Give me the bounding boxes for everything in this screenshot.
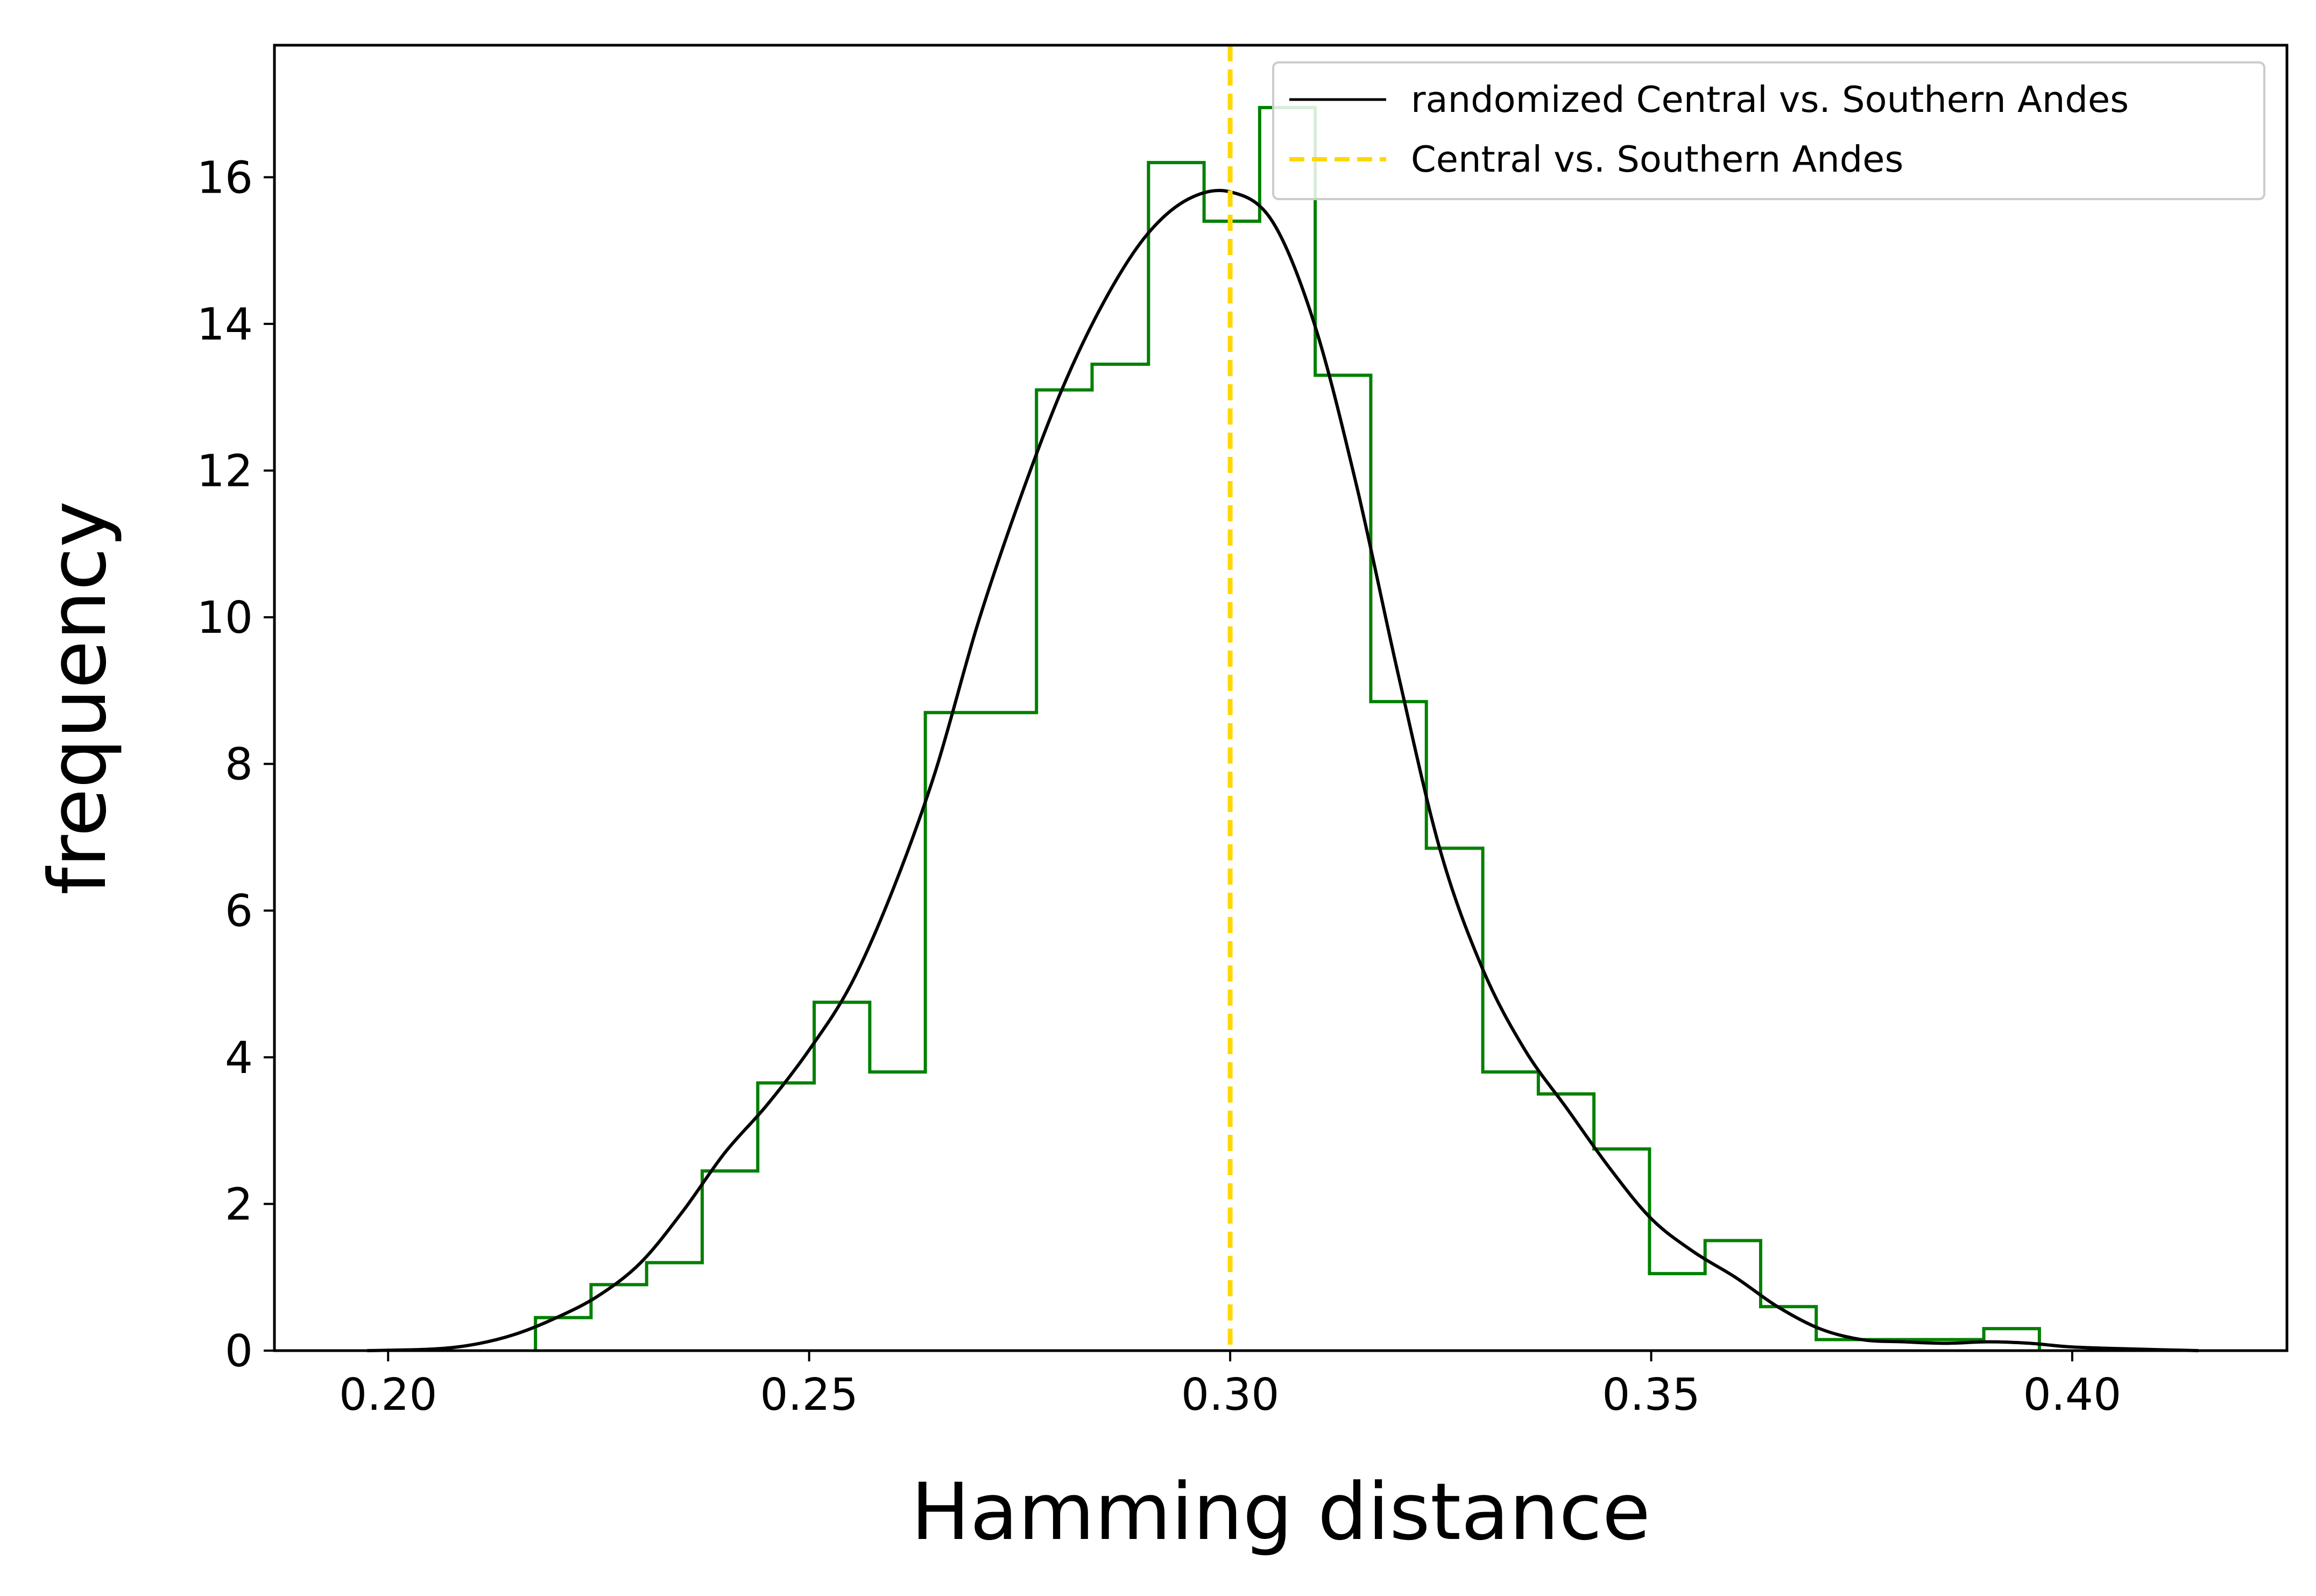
y-tick-label: 14 bbox=[197, 299, 253, 350]
x-tick-label: 0.35 bbox=[1602, 1369, 1700, 1421]
x-axis-ticks: 0.20 0.25 0.30 0.35 0.40 bbox=[339, 1351, 2121, 1421]
kde-layer bbox=[367, 188, 2199, 1352]
x-axis-label: Hamming distance bbox=[911, 1466, 1651, 1558]
y-tick-label: 8 bbox=[225, 739, 253, 790]
y-tick-label: 2 bbox=[225, 1179, 253, 1230]
legend-reference-label: Central vs. Southern Andes bbox=[1411, 138, 1903, 180]
y-tick-label: 10 bbox=[197, 592, 253, 644]
x-tick-label: 0.20 bbox=[339, 1369, 437, 1421]
histogram-layer bbox=[534, 105, 2041, 1351]
x-tick-label: 0.30 bbox=[1181, 1369, 1280, 1421]
kde-curve bbox=[367, 188, 2199, 1352]
y-tick-label: 16 bbox=[197, 152, 253, 203]
y-axis-label: frequency bbox=[32, 501, 124, 895]
x-tick-label: 0.40 bbox=[2023, 1369, 2122, 1421]
y-tick-label: 4 bbox=[225, 1033, 253, 1084]
legend-kde-label: randomized Central vs. Southern Andes bbox=[1411, 79, 2129, 121]
x-tick-label: 0.25 bbox=[760, 1369, 858, 1421]
y-axis-ticks: 0 2 4 6 8 10 12 14 16 bbox=[197, 152, 274, 1377]
legend: randomized Central vs. Southern Andes Ce… bbox=[1272, 61, 2265, 200]
y-tick-label: 12 bbox=[197, 446, 253, 497]
y-tick-label: 6 bbox=[225, 886, 253, 937]
histogram-step-outline bbox=[534, 105, 2041, 1351]
legend-box bbox=[1272, 61, 2265, 200]
y-tick-label: 0 bbox=[225, 1326, 253, 1377]
plot-frame bbox=[273, 44, 2289, 1352]
